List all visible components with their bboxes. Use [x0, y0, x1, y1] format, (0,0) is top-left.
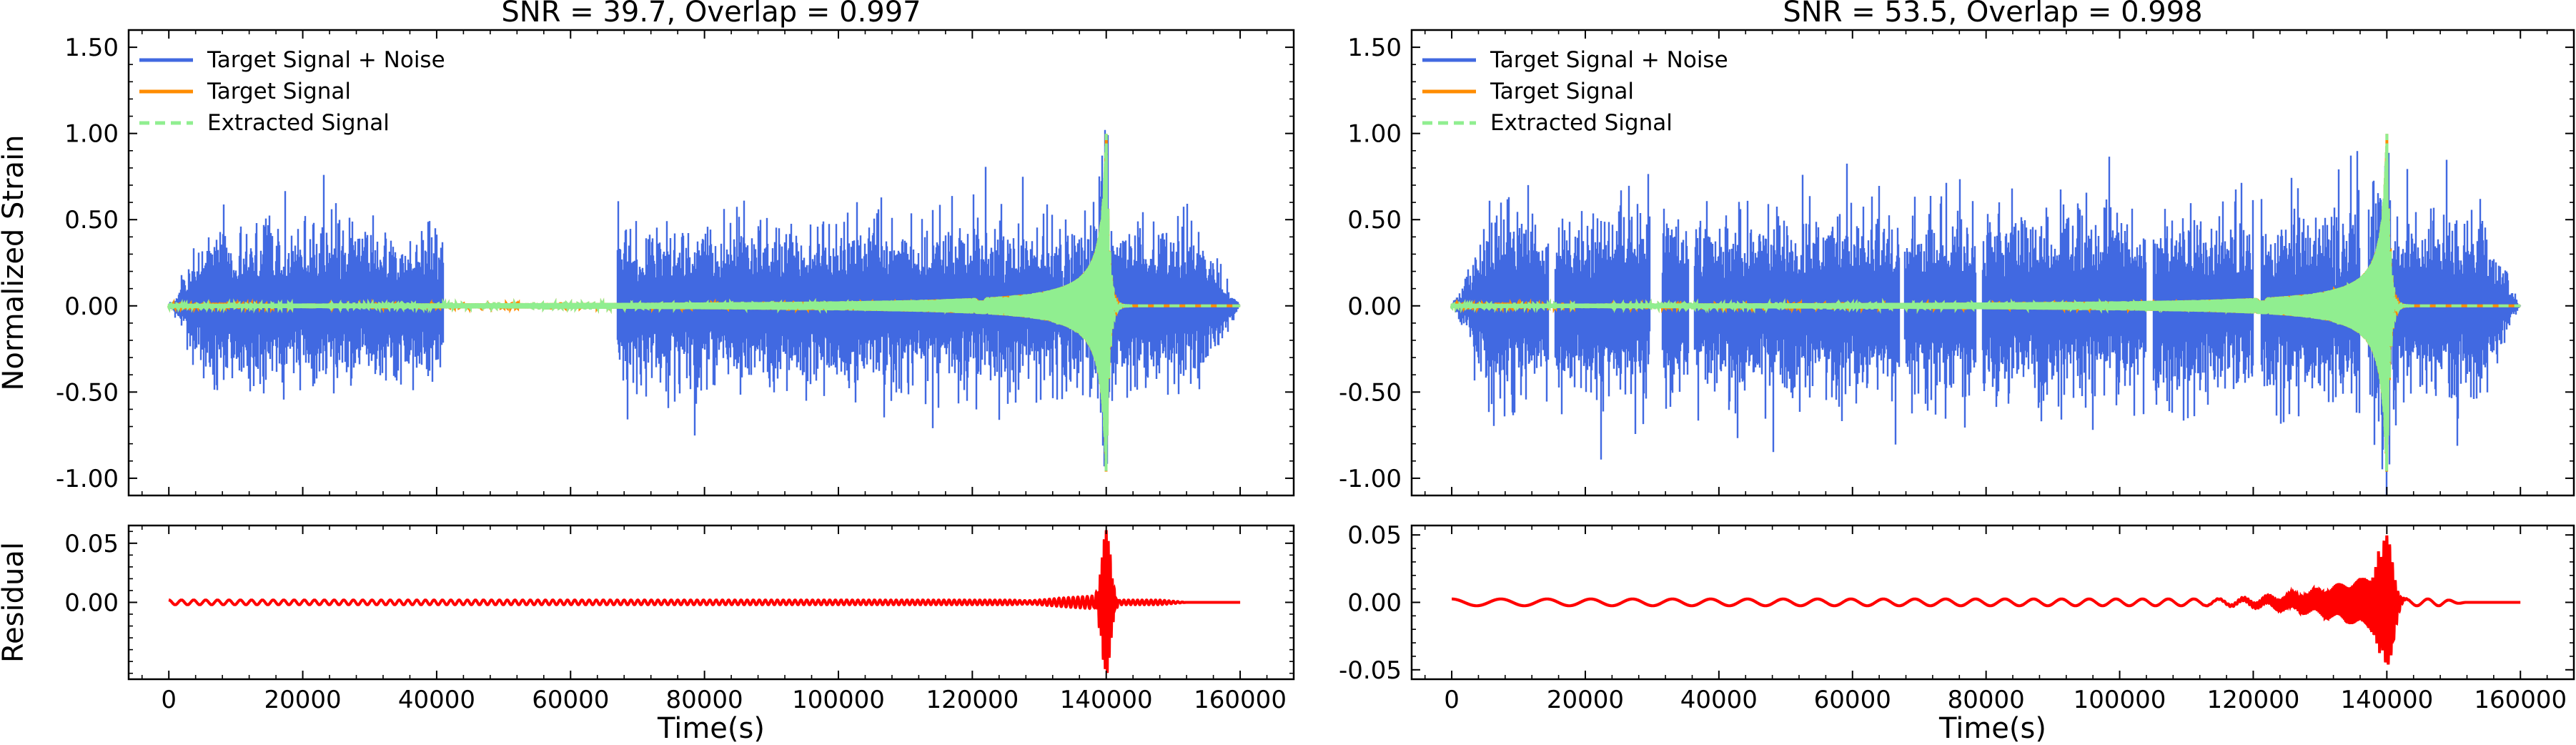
plot-area	[1450, 134, 2522, 495]
x-tick-label: 140000	[1060, 686, 1153, 714]
y-axis-label: Residual	[0, 542, 30, 663]
x-tick-label: 80000	[1948, 686, 2025, 714]
residual-series	[168, 530, 1241, 674]
x-tick-label: 80000	[666, 686, 743, 714]
x-tick-label: 120000	[926, 686, 1019, 714]
residual-panel-left: 0 20000 40000 60000 80000 100000 120000 140000 1…	[0, 524, 1295, 745]
y-tick-label: 1.50	[1347, 34, 1402, 62]
main-panel-right: Target Signal + Noise Target Signal Extrac…	[1339, 0, 2575, 497]
x-tick-label: 60000	[1814, 686, 1891, 714]
x-tick-label: 60000	[532, 686, 609, 714]
y-tick-label: 0.00	[1347, 589, 1402, 618]
x-tick-label: 100000	[2074, 686, 2166, 714]
x-tick-label: 100000	[792, 686, 885, 714]
y-tick-label: 0.05	[1347, 521, 1402, 550]
residual-series	[1452, 535, 2521, 665]
y-tick-label: -1.00	[56, 465, 119, 493]
axes-frame	[1410, 29, 2575, 497]
y-tick-label: 0.00	[64, 292, 119, 321]
panel-title: SNR = 39.7, Overlap = 0.997	[501, 0, 921, 29]
x-tick-label: 20000	[264, 686, 341, 714]
y-tick-label: 0.00	[64, 589, 119, 618]
plot-area	[1452, 535, 2521, 665]
y-tick-label: 0.00	[1347, 292, 1402, 321]
legend-label-extracted: Extracted Signal	[207, 110, 390, 136]
legend: Target Signal + Noise Target Signal Extrac…	[1422, 47, 1728, 136]
legend: Target Signal + Noise Target Signal Extrac…	[139, 47, 445, 136]
legend-label-extracted: Extracted Signal	[1490, 110, 1673, 136]
plot-area	[168, 530, 1241, 674]
x-axis-label: Time(s)	[657, 712, 765, 745]
x-tick-label: 160000	[2474, 686, 2567, 714]
y-tick-label: 0.50	[64, 206, 119, 235]
legend-label-noisy: Target Signal + Noise	[207, 47, 445, 73]
x-tick-label: 40000	[1680, 686, 1758, 714]
plot-area	[167, 129, 1242, 472]
y-tick-label: 1.00	[64, 120, 119, 149]
y-axis-label: Normalized Strain	[0, 134, 30, 390]
y-tick-label: -0.50	[56, 378, 119, 407]
x-tick-label: 40000	[398, 686, 475, 714]
main-panel-left: Target Signal + Noise Target Signal Extrac…	[0, 0, 1295, 497]
residual-panel-right: 0 20000 40000 60000 80000 100000 120000 140000 1…	[1339, 521, 2575, 745]
x-tick-label: 140000	[2340, 686, 2433, 714]
y-tick-label: 0.05	[64, 530, 119, 558]
legend-label-noisy: Target Signal + Noise	[1490, 47, 1728, 73]
x-tick-label: 160000	[1194, 686, 1287, 714]
y-tick-label: -0.50	[1339, 378, 1402, 407]
extracted-signal-series	[167, 134, 1241, 472]
x-axis-label: Time(s)	[1938, 712, 2046, 745]
x-tick-label: 20000	[1547, 686, 1624, 714]
axes-frame	[127, 29, 1295, 497]
x-tick-label: 0	[1444, 686, 1460, 714]
y-tick-label: 0.50	[1347, 206, 1402, 235]
y-tick-label: -1.00	[1339, 465, 1402, 493]
y-tick-label: 1.50	[64, 34, 119, 62]
y-tick-label: -0.05	[1339, 656, 1402, 685]
legend-label-target: Target Signal	[207, 79, 351, 104]
y-tick-label: 1.00	[1347, 120, 1402, 149]
panel-title: SNR = 53.5, Overlap = 0.998	[1783, 0, 2202, 29]
legend-label-target: Target Signal	[1490, 79, 1634, 104]
extracted-signal-series	[1450, 134, 2521, 472]
x-tick-label: 0	[161, 686, 177, 714]
x-tick-label: 120000	[2207, 686, 2300, 714]
